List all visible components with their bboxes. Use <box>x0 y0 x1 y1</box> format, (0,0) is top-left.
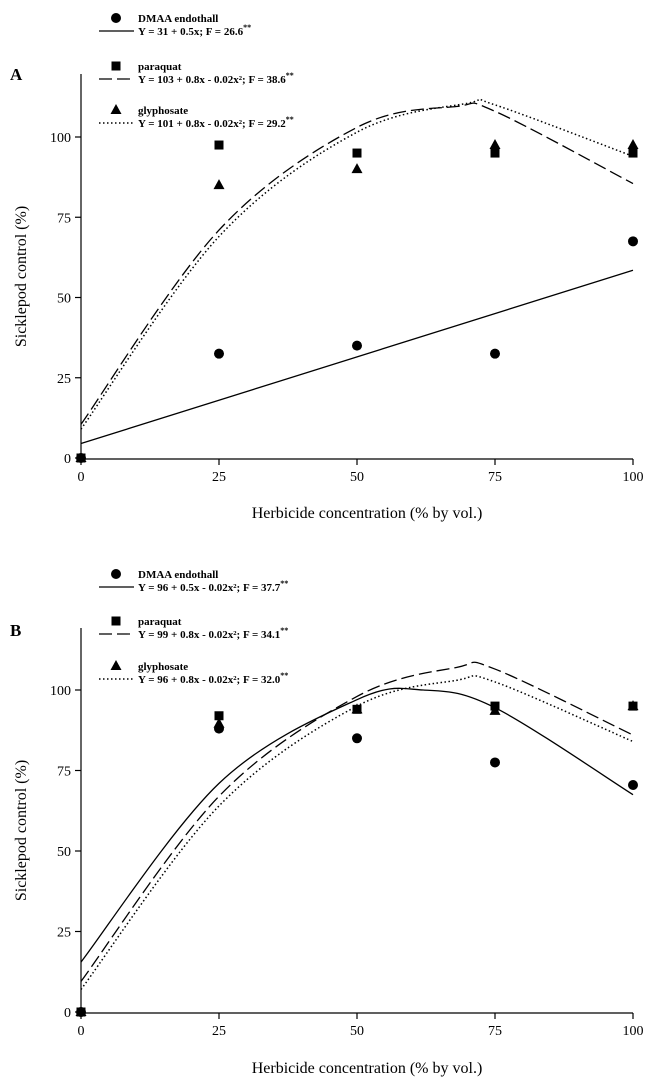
x-tick-label: 50 <box>350 1024 364 1039</box>
fit-line-dmaa-endothall <box>80 687 634 963</box>
legend-equation-text: Y = 96 + 0.5x - 0.02x²; F = 37.7 <box>138 582 281 594</box>
data-point-glyphosate <box>75 1006 87 1016</box>
data-point-paraquat <box>214 140 224 150</box>
y-tick-label: 50 <box>57 292 71 307</box>
panel-letter: B <box>10 621 21 640</box>
data-point-glyphosate <box>75 452 87 462</box>
fit-line-dmaa-endothall <box>80 269 634 445</box>
legend-label: paraquat <box>138 616 182 628</box>
legend-label: glyphosate <box>138 661 188 673</box>
legend-equation: Y = 103 + 0.8x - 0.02x²; F = 38.6** <box>138 71 294 86</box>
x-tick-label: 50 <box>350 470 364 485</box>
legend-equation-text: Y = 103 + 0.8x - 0.02x²; F = 38.6 <box>138 74 286 86</box>
y-tick-label: 100 <box>50 684 71 699</box>
legend-label: DMAA endothall <box>138 13 218 25</box>
fit-line-glyphosate <box>80 675 634 990</box>
data-point-glyphosate <box>627 700 639 711</box>
legend-significance: ** <box>286 115 294 124</box>
y-tick-label: 75 <box>57 211 71 226</box>
x-tick-label: 100 <box>623 1024 644 1039</box>
y-axis-title: Sicklepod control (%) <box>13 206 30 347</box>
legend-significance: ** <box>243 23 251 32</box>
legend-equation: Y = 99 + 0.8x - 0.02x²; F = 34.1** <box>138 626 288 641</box>
data-point-dmaa-endothall <box>628 236 638 247</box>
y-tick-label: 50 <box>57 845 71 860</box>
data-point-dmaa-endothall <box>490 757 500 768</box>
data-point-dmaa-endothall <box>490 348 500 359</box>
data-point-glyphosate <box>351 703 363 714</box>
x-axis-title: Herbicide concentration (% by vol.) <box>252 1060 483 1077</box>
data-point-paraquat <box>490 148 500 158</box>
legend-equation: Y = 101 + 0.8x - 0.02x²; F = 29.2** <box>138 115 294 130</box>
data-point-glyphosate <box>213 179 225 190</box>
y-axis-title: Sicklepod control (%) <box>13 760 30 901</box>
x-tick-label: 0 <box>78 1024 85 1039</box>
y-tick-label: 25 <box>57 926 71 941</box>
legend-equation-text: Y = 31 + 0.5x; F = 26.6 <box>138 26 244 38</box>
legend-equation-text: Y = 96 + 0.8x - 0.02x²; F = 32.0 <box>138 674 281 686</box>
data-point-dmaa-endothall <box>628 779 638 790</box>
data-point-paraquat <box>352 148 362 158</box>
x-tick-label: 25 <box>212 470 226 485</box>
chart-panel-A: A 0 25 50 75 100 0 25 50 75 100 Herbicide concentra… <box>10 13 644 522</box>
panel-letter: A <box>10 65 23 84</box>
legend-equation: Y = 96 + 0.5x - 0.02x²; F = 37.7** <box>138 579 288 594</box>
legend-marker-square <box>111 616 121 626</box>
data-point-glyphosate <box>627 139 639 150</box>
chart-panel-B: B 0 25 50 75 100 0 25 50 75 100 Herbicide concentra… <box>10 569 644 1077</box>
x-tick-label: 25 <box>212 1024 226 1039</box>
y-tick-label: 100 <box>50 131 71 146</box>
legend-significance: ** <box>280 671 288 680</box>
data-point-glyphosate <box>489 139 501 150</box>
legend-equation-text: Y = 99 + 0.8x - 0.02x²; F = 34.1 <box>138 629 280 641</box>
legend-significance: ** <box>280 579 288 588</box>
data-point-glyphosate <box>351 163 363 174</box>
x-tick-label: 100 <box>623 470 644 485</box>
legend-label: DMAA endothall <box>138 569 218 581</box>
x-tick-label: 0 <box>78 470 85 485</box>
legend-marker-circle <box>111 13 121 23</box>
x-tick-label: 75 <box>488 470 502 485</box>
legend-marker-circle <box>111 569 121 579</box>
y-tick-label: 25 <box>57 372 71 387</box>
y-tick-label: 0 <box>64 452 71 467</box>
y-tick-label: 75 <box>57 765 71 780</box>
legend-equation-text: Y = 101 + 0.8x - 0.02x²; F = 29.2 <box>138 118 286 130</box>
legend-label: paraquat <box>138 61 182 73</box>
fit-line-paraquat <box>80 661 634 982</box>
data-point-glyphosate <box>213 717 225 728</box>
data-point-dmaa-endothall <box>352 340 362 351</box>
legend-marker-triangle <box>110 104 122 114</box>
data-point-paraquat <box>214 711 224 721</box>
legend-significance: ** <box>286 71 294 80</box>
data-point-dmaa-endothall <box>352 733 362 744</box>
legend-significance: ** <box>280 626 288 635</box>
data-point-dmaa-endothall <box>214 348 224 359</box>
legend-equation: Y = 96 + 0.8x - 0.02x²; F = 32.0** <box>138 671 288 686</box>
data-point-paraquat <box>628 148 638 158</box>
legend-marker-square <box>111 61 121 71</box>
y-tick-label: 0 <box>64 1006 71 1021</box>
data-point-glyphosate <box>489 704 501 715</box>
x-axis-title: Herbicide concentration (% by vol.) <box>252 505 483 522</box>
x-tick-label: 75 <box>488 1024 502 1039</box>
legend-label: glyphosate <box>138 105 188 117</box>
legend-equation: Y = 31 + 0.5x; F = 26.6** <box>138 23 251 38</box>
fit-line-paraquat <box>80 102 634 425</box>
legend-marker-triangle <box>110 660 122 670</box>
